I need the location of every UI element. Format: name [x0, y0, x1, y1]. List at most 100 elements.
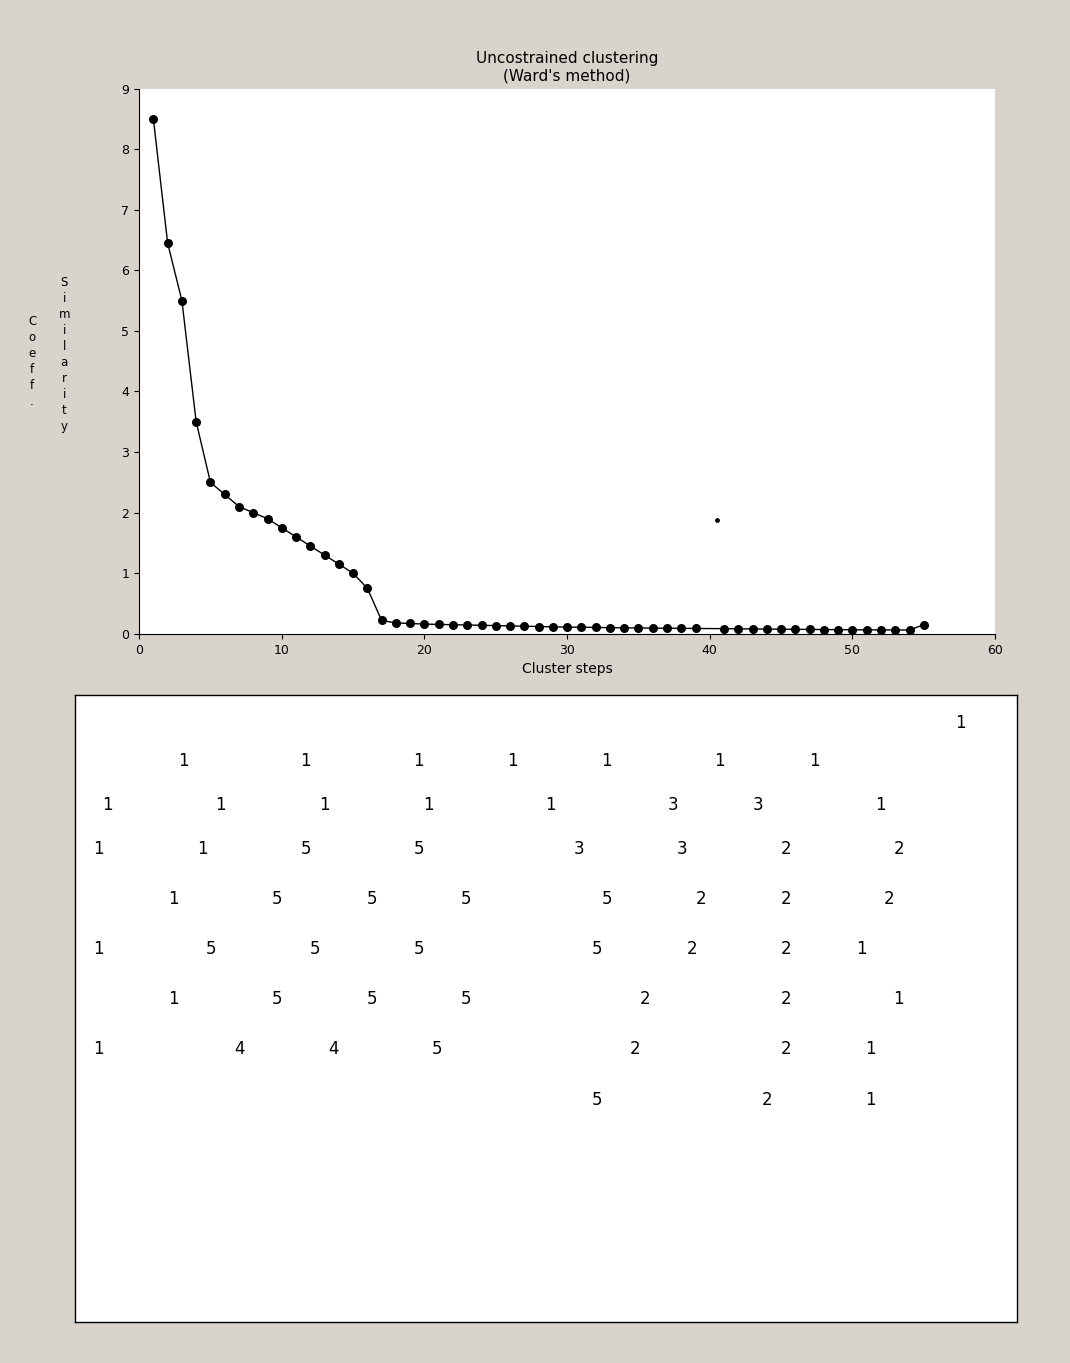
- Point: [773, 619, 790, 641]
- Text: 2: 2: [762, 1090, 773, 1108]
- Point: [786, 619, 804, 641]
- Text: 1: 1: [93, 1040, 104, 1059]
- Text: 5: 5: [366, 890, 377, 908]
- Text: 2: 2: [780, 890, 791, 908]
- Text: 2: 2: [780, 840, 791, 857]
- Point: [587, 616, 605, 638]
- Text: 5: 5: [592, 1090, 602, 1108]
- Point: [487, 615, 504, 637]
- Point: [615, 617, 632, 639]
- Point: [829, 619, 846, 641]
- Text: 5: 5: [460, 890, 471, 908]
- Text: 2: 2: [780, 1040, 791, 1059]
- Text: 1: 1: [507, 752, 518, 770]
- Point: [687, 617, 704, 639]
- Text: 1: 1: [545, 796, 555, 814]
- Text: 5: 5: [432, 1040, 443, 1059]
- Text: 3: 3: [574, 840, 584, 857]
- Text: 5: 5: [272, 890, 282, 908]
- Point: [502, 615, 519, 637]
- Text: 1: 1: [301, 752, 311, 770]
- Text: 1: 1: [319, 796, 330, 814]
- Text: 5: 5: [601, 890, 612, 908]
- Point: [144, 108, 162, 129]
- Point: [387, 612, 404, 634]
- Text: 1: 1: [715, 752, 725, 770]
- Text: 2: 2: [884, 890, 895, 908]
- Point: [288, 526, 305, 548]
- Point: [444, 613, 461, 635]
- Point: [216, 484, 233, 506]
- Point: [401, 612, 418, 634]
- Point: [230, 496, 247, 518]
- Text: 5: 5: [413, 840, 424, 857]
- Point: [708, 508, 725, 530]
- X-axis label: Cluster steps: Cluster steps: [522, 662, 612, 676]
- Point: [630, 617, 647, 639]
- Text: 1: 1: [197, 840, 208, 857]
- Point: [245, 502, 262, 523]
- Point: [730, 617, 747, 639]
- Point: [915, 613, 932, 635]
- Title: Uncostrained clustering
(Ward's method): Uncostrained clustering (Ward's method): [476, 50, 658, 83]
- Text: 5: 5: [592, 940, 602, 958]
- Text: 1: 1: [215, 796, 226, 814]
- Point: [358, 578, 376, 600]
- Text: 2: 2: [893, 840, 904, 857]
- Text: 5: 5: [366, 990, 377, 1009]
- Text: S
i
m
i
l
a
r
i
t
y: S i m i l a r i t y: [59, 275, 70, 433]
- Text: 2: 2: [686, 940, 697, 958]
- Text: 1: 1: [93, 940, 104, 958]
- Point: [273, 517, 290, 538]
- Text: 3: 3: [752, 796, 763, 814]
- Point: [316, 544, 333, 566]
- Point: [673, 617, 690, 639]
- Point: [716, 617, 733, 639]
- Text: 1: 1: [866, 1040, 876, 1059]
- Point: [572, 616, 590, 638]
- Point: [516, 615, 533, 637]
- Text: 5: 5: [207, 940, 217, 958]
- Point: [373, 609, 391, 631]
- Text: 5: 5: [272, 990, 282, 1009]
- Point: [430, 613, 447, 635]
- Point: [887, 619, 904, 641]
- Text: 3: 3: [668, 796, 678, 814]
- Text: 1: 1: [874, 796, 885, 814]
- Text: 2: 2: [639, 990, 649, 1009]
- Point: [202, 472, 219, 493]
- Text: 2: 2: [780, 990, 791, 1009]
- Text: 1: 1: [423, 796, 433, 814]
- Text: 1: 1: [178, 752, 188, 770]
- Point: [173, 290, 190, 312]
- Text: 1: 1: [103, 796, 113, 814]
- Text: 4: 4: [234, 1040, 245, 1059]
- Text: 1: 1: [413, 752, 424, 770]
- Text: C
o
e
f
f
.: C o e f f .: [28, 315, 36, 408]
- Point: [658, 617, 675, 639]
- Point: [644, 617, 661, 639]
- Point: [259, 508, 276, 530]
- Point: [545, 616, 562, 638]
- Point: [159, 232, 177, 254]
- Point: [759, 619, 776, 641]
- Point: [844, 619, 861, 641]
- Point: [901, 619, 918, 641]
- Point: [416, 613, 433, 635]
- Point: [187, 410, 204, 432]
- Point: [473, 615, 490, 637]
- Text: 5: 5: [309, 940, 320, 958]
- Point: [815, 619, 832, 641]
- Point: [345, 563, 362, 585]
- Point: [459, 615, 476, 637]
- Text: 5: 5: [413, 940, 424, 958]
- Text: 2: 2: [630, 1040, 641, 1059]
- Text: 1: 1: [893, 990, 904, 1009]
- Text: 1: 1: [168, 990, 179, 1009]
- Point: [530, 616, 547, 638]
- Text: 1: 1: [93, 840, 104, 857]
- Point: [744, 617, 761, 639]
- Text: 1: 1: [809, 752, 820, 770]
- Text: 4: 4: [328, 1040, 339, 1059]
- Text: 1: 1: [856, 940, 867, 958]
